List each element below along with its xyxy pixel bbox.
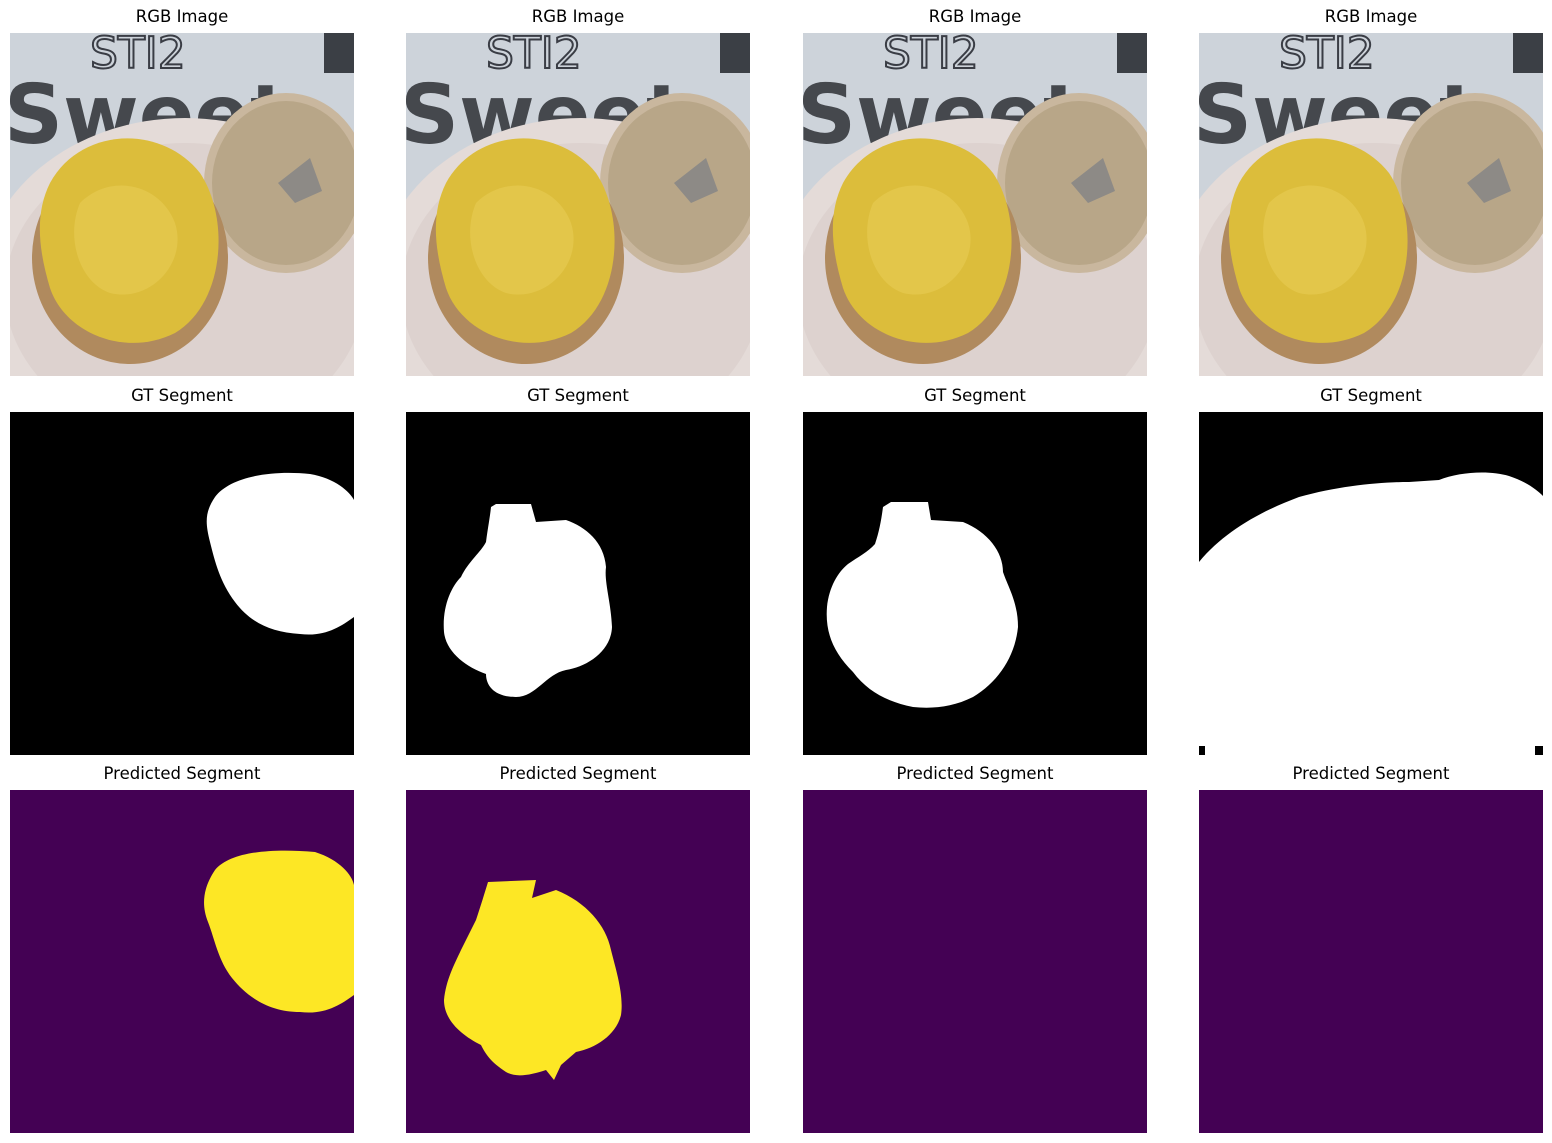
rgb-image: STI2 Sweet (10, 33, 354, 376)
handwriting: STI2 (90, 33, 186, 79)
panel-title: RGB Image (135, 7, 229, 26)
gt-mask-image (1199, 412, 1543, 755)
panel-title: RGB Image (928, 7, 1022, 26)
food-photo: STI2 Sweet (1199, 33, 1543, 376)
food-photo: STI2 Sweet (406, 33, 750, 376)
pred-mask-image (10, 790, 354, 1133)
gt-mask (406, 412, 750, 755)
gt-mask (803, 412, 1147, 755)
food-photo: STI2 Sweet (803, 33, 1147, 376)
pred-mask-image (1199, 790, 1543, 1133)
rgb-image: STI2 Sweet (803, 33, 1147, 376)
handwriting: STI2 (883, 33, 979, 79)
panel-title: GT Segment (131, 386, 233, 405)
panel-title: GT Segment (924, 386, 1026, 405)
handwriting: STI2 (486, 33, 582, 79)
gt-mask-image (10, 412, 354, 755)
panel-title: GT Segment (527, 386, 629, 405)
gt-mask (10, 412, 354, 755)
pred-mask-image (803, 790, 1147, 1133)
panel-title: Predicted Segment (896, 764, 1054, 783)
pred-mask (803, 790, 1147, 1133)
pred-mask (406, 790, 750, 1133)
panel-title: Predicted Segment (499, 764, 657, 783)
panel-title: RGB Image (531, 7, 625, 26)
panel-title: RGB Image (1324, 7, 1418, 26)
pred-mask (10, 790, 354, 1133)
pred-mask (1199, 790, 1543, 1133)
pred-mask-image (406, 790, 750, 1133)
gt-mask (1199, 412, 1543, 755)
gt-mask-image (803, 412, 1147, 755)
food-photo: STI2 Sweet (10, 33, 354, 376)
rgb-image: STI2 Sweet (1199, 33, 1543, 376)
panel-title: Predicted Segment (103, 764, 261, 783)
gt-mask-image (406, 412, 750, 755)
handwriting: STI2 (1279, 33, 1375, 79)
rgb-image: STI2 Sweet (406, 33, 750, 376)
panel-title: Predicted Segment (1292, 764, 1450, 783)
panel-title: GT Segment (1320, 386, 1422, 405)
